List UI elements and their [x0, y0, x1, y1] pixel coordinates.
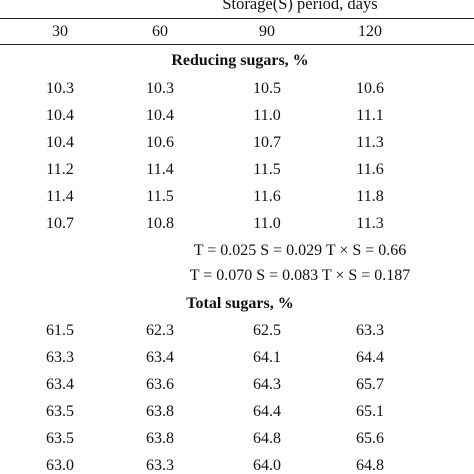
table-row: 63.3 63.4 64.1 64.4 65 — [0, 348, 474, 368]
table-cell: 63.5 — [46, 430, 74, 447]
table-cell: 11.5 — [253, 161, 281, 178]
table-cell: 11.3 — [356, 215, 384, 232]
column-header-rule — [0, 44, 474, 45]
table-cell: 65 — [440, 429, 474, 449]
table-cell: 65.1 — [356, 403, 384, 420]
table-cell: 64.8 — [356, 457, 384, 474]
column-header: 15 — [440, 22, 474, 42]
table-cell: 11.3 — [356, 134, 384, 151]
table-row: 11.2 11.4 11.5 11.6 11 — [0, 160, 474, 180]
table-cell: 63.5 — [46, 403, 74, 420]
table-cell: 11.0 — [253, 107, 281, 124]
table-cell: 63.4 — [146, 349, 174, 366]
table-cell: 11.6 — [356, 161, 384, 178]
table-cell: 63.3 — [46, 349, 74, 366]
table-cell: 62.5 — [253, 322, 281, 339]
table-cell: 10.6 — [356, 80, 384, 97]
table-cell: 63.4 — [46, 376, 74, 393]
table-cell: 64.8 — [253, 430, 281, 447]
table-cell: 11.8 — [356, 188, 384, 205]
spanning-header: Storage(S) period, days — [222, 0, 378, 13]
table-cell: 64.0 — [253, 457, 281, 474]
table-cell: 64.1 — [253, 349, 281, 366]
table-cell: 65 — [440, 348, 474, 368]
table-cell: 63.3 — [356, 322, 384, 339]
table-cell: 11.4 — [146, 161, 174, 178]
table-cell: 10.4 — [46, 107, 74, 124]
table-cell: 63.8 — [146, 403, 174, 420]
table-cell: 65.7 — [356, 376, 384, 393]
table-cell: 63.0 — [46, 457, 74, 474]
column-header: 90 — [259, 23, 275, 40]
column-header: 120 — [358, 23, 382, 40]
table-cell: 10.6 — [146, 134, 174, 151]
column-header: 30 — [52, 23, 68, 40]
header-rule — [0, 18, 474, 19]
table-cell: 11.6 — [253, 188, 281, 205]
table-cell: 65 — [440, 456, 474, 474]
table-cell: 10.8 — [146, 215, 174, 232]
table-cell: 11.4 — [46, 188, 74, 205]
table-cell: 10.7 — [253, 134, 281, 151]
table-cell: 10.5 — [253, 80, 281, 97]
section-title-total-sugars: Total sugars, % — [186, 295, 294, 312]
table-row: 63.5 63.8 64.8 65.6 65 — [0, 429, 474, 449]
table-cell: 61.5 — [46, 322, 74, 339]
table-row: 63.4 63.6 64.3 65.7 65 — [0, 375, 474, 395]
table-cell: 63.6 — [146, 376, 174, 393]
table-cell: 11 — [440, 106, 474, 126]
table-cell: 10.4 — [46, 134, 74, 151]
table-row: 11.4 11.5 11.6 11.8 11 — [0, 187, 474, 207]
section-title-reducing-sugars: Reducing sugars, % — [171, 52, 309, 69]
column-header: 60 — [152, 23, 168, 40]
table-row: 61.5 62.3 62.5 63.3 63 — [0, 321, 474, 341]
table-cell: 11 — [440, 214, 474, 234]
table-cell: 11.2 — [46, 161, 74, 178]
table-row: 10.4 10.4 11.0 11.1 11 — [0, 106, 474, 126]
stat-line-2: T = 0.070 S = 0.083 T × S = 0.187 — [189, 267, 411, 284]
stat-line-1: T = 0.025 S = 0.029 T × S = 0.66 — [193, 242, 407, 259]
table-cell: 11.0 — [253, 215, 281, 232]
table-cell: 11 — [440, 133, 474, 153]
table-cell: 10.4 — [146, 107, 174, 124]
column-header-row: 30 60 90 120 15 — [0, 22, 474, 42]
table-cell: 10 — [440, 79, 474, 99]
table-row: 63.0 63.3 64.0 64.8 65 — [0, 456, 474, 474]
table-cell: 10.3 — [146, 80, 174, 97]
table-cell: 63 — [440, 321, 474, 341]
table-cell: 65 — [440, 375, 474, 395]
table-cell: 63.8 — [146, 430, 174, 447]
table-cell: 11.1 — [356, 107, 384, 124]
table-cell: 11 — [440, 187, 474, 207]
table-cell: 11 — [440, 160, 474, 180]
table-cell: 65.6 — [356, 430, 384, 447]
table-cell: 63.3 — [146, 457, 174, 474]
table-cell: 11.5 — [146, 188, 174, 205]
table-row: 10.3 10.3 10.5 10.6 10 — [0, 79, 474, 99]
table-cell: 64.3 — [253, 376, 281, 393]
table-cell: 64.4 — [356, 349, 384, 366]
table-cell: 10.3 — [46, 80, 74, 97]
table-cell: 65 — [440, 402, 474, 422]
table-cell: 62.3 — [146, 322, 174, 339]
table-row: 10.4 10.6 10.7 11.3 11 — [0, 133, 474, 153]
table-cell: 64.4 — [253, 403, 281, 420]
table-cell: 10.7 — [46, 215, 74, 232]
table-row: 63.5 63.8 64.4 65.1 65 — [0, 402, 474, 422]
table-row: 10.7 10.8 11.0 11.3 11 — [0, 214, 474, 234]
